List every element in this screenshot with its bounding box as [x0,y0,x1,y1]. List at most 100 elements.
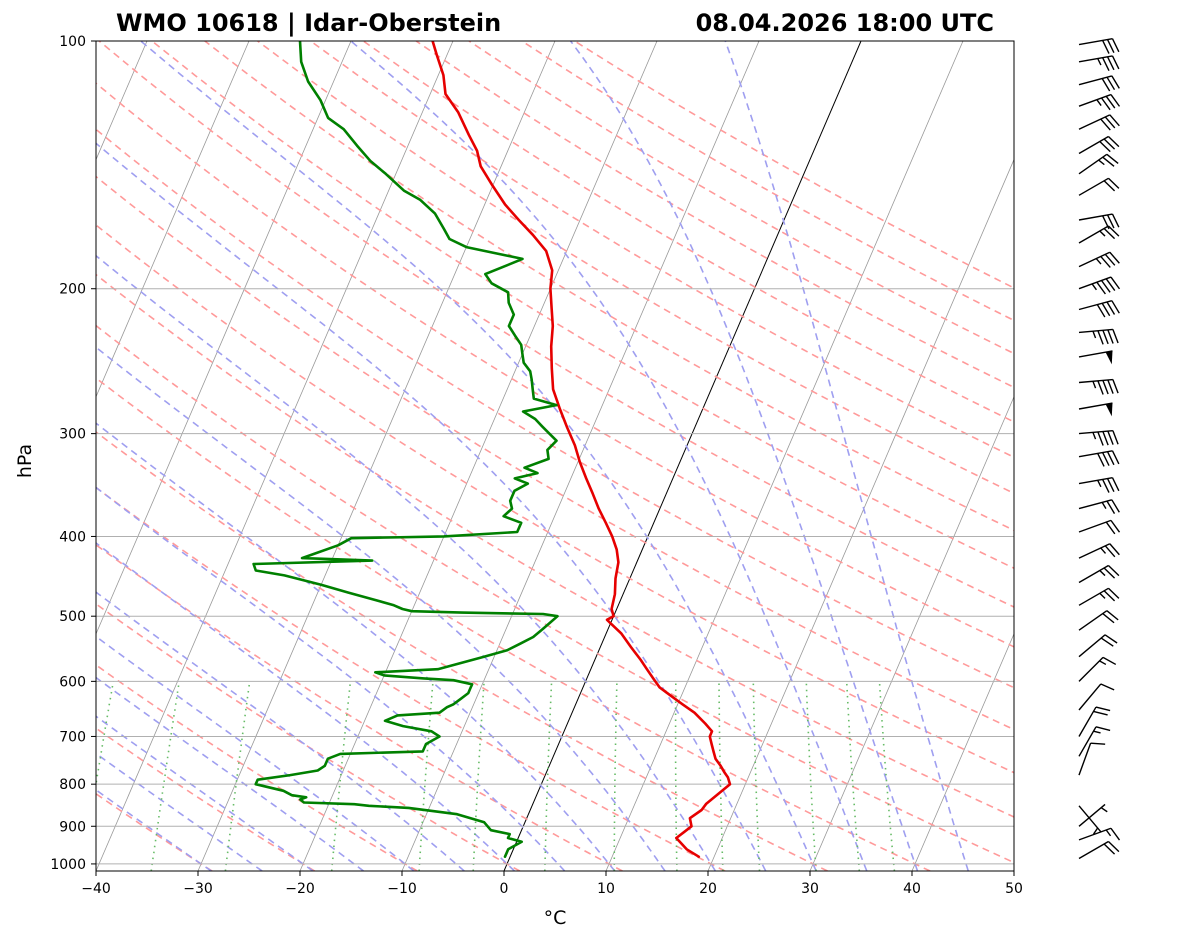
wind-barb [1078,634,1118,658]
wind-barb [1078,564,1120,584]
moist-adiabat [96,715,314,871]
dry-adiabat [96,175,1014,731]
mixing-ratio-line [330,681,352,871]
isotherm [1013,869,1014,871]
y-tick-label: 200 [59,282,86,298]
moist-adiabat [96,142,767,871]
dry-adiabat [96,430,828,871]
wind-barb [1078,378,1119,395]
isotherm [401,41,760,871]
wind-barb [1078,726,1111,757]
isotherm [911,632,1014,871]
dry-adiabat [257,41,1014,495]
wind-barb [1078,742,1106,776]
wind-barb [1078,543,1120,559]
x-tick-label: 10 [597,881,615,897]
y-tick-label: 1000 [50,857,86,873]
wind-barb [1078,803,1108,827]
mixing-ratio-line [418,681,434,871]
dry-adiabat [96,82,1014,648]
moist-adiabat [140,41,817,871]
moist-adiabat [569,41,919,871]
moist-adiabat [96,254,716,871]
wind-barb [1078,402,1113,417]
dry-adiabat [415,41,1014,389]
x-tick-label: −10 [387,881,417,897]
x-tick-label: 40 [903,881,921,897]
y-tick-label: 800 [59,777,86,793]
moist-adiabat [96,591,465,871]
dry-adiabat [204,41,1014,532]
isotherm [809,395,1014,871]
dry-adiabat [96,664,418,871]
x-tick-label: 0 [500,881,509,897]
wind-barb [1078,300,1120,318]
x-tick-label: −40 [81,881,111,897]
isotherm [1116,41,1181,871]
mixing-ratio-line [845,681,861,871]
mixing-ratio-line [718,681,724,871]
mixing-ratio-line [544,681,553,871]
wind-barb [1078,225,1120,244]
wind-barb [1078,477,1120,493]
x-tick-label: 30 [801,881,819,897]
y-tick-label: 500 [59,609,86,625]
wind-barb [1078,519,1121,535]
isotherm [299,41,658,871]
background-lines [96,41,1181,871]
mixing-ratio-line [752,681,761,871]
dry-adiabat [96,273,1014,818]
isotherm [707,158,1014,871]
wind-barb [1078,706,1111,737]
x-tick-label: −20 [285,881,315,897]
wind-barb [1078,450,1120,467]
dry-adiabat [96,486,726,871]
wind-barb [1078,177,1120,196]
isotherm [605,41,964,871]
wind-barb [1078,93,1121,111]
wind-barb [1078,55,1120,72]
y-tick-label: 900 [59,819,86,835]
mixing-ratio-line [805,681,817,871]
dry-adiabat [96,543,623,871]
dry-adiabat [96,602,521,871]
x-axis-label: °C [544,907,567,929]
x-axis-ticks: −40 −30 −20 −10 0 10 20 30 40 50 [81,871,1023,897]
moist-adiabat [96,788,212,871]
x-tick-label: 20 [699,881,717,897]
wind-barb [1078,276,1121,295]
y-tick-label: 100 [59,34,86,50]
wind-barb [1078,499,1120,514]
chart-title-station: WMO 10618 | Idar-Oberstein [116,9,501,37]
y-axis-ticks: 100 200 300 400 500 600 700 800 900 1000 [50,34,96,873]
mixing-ratio-line [674,681,678,871]
wind-barb [1078,213,1120,230]
dry-adiabat [96,377,931,871]
dry-adiabat [96,223,1014,774]
wind-barb [1078,135,1120,155]
moist-adiabat [350,41,868,871]
moist-adiabat [96,676,364,871]
dry-adiabat [310,41,1014,459]
dry-adiabat [96,727,316,871]
wind-barb [1078,656,1117,682]
mixing-ratio-line [878,681,896,871]
chart-title-datetime: 08.04.2026 18:00 UTC [696,9,994,37]
wind-barb [1078,429,1119,446]
isotherm [197,41,556,871]
mixing-ratio-line [224,681,251,871]
sounding-profiles [252,41,732,858]
wind-barb [1078,587,1120,606]
wind-barb [1078,683,1115,711]
mixing-ratio-line [472,681,485,871]
wind-barb [1078,251,1120,268]
x-tick-label: 50 [1005,881,1023,897]
wind-barbs [1078,38,1121,860]
moist-adiabat [96,346,666,871]
dry-adiabat [151,41,1014,570]
wind-barb [1078,610,1119,631]
dry-adiabat [98,41,1014,608]
isotherm [96,41,250,398]
wind-barb [1078,805,1102,835]
dry-adiabat [96,128,1014,689]
